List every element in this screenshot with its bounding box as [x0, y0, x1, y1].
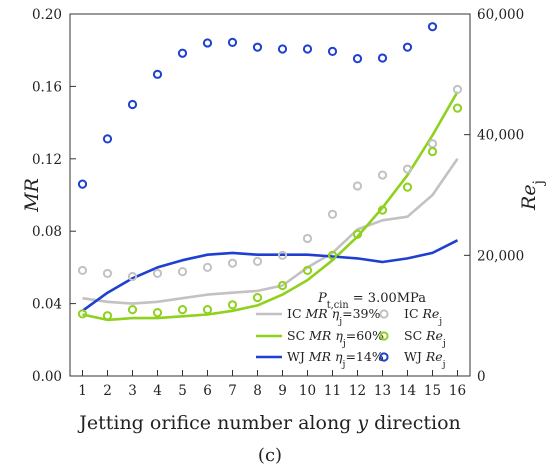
y-axis-right-title: Rej [518, 180, 547, 211]
data-point-ic-re [102, 268, 113, 279]
data-point-sc-re [402, 182, 413, 192]
data-point-sc-re [102, 311, 113, 321]
y-axis-left-title: MR [21, 178, 43, 213]
data-point-ic-re [127, 271, 138, 282]
data-point-wj-re [302, 44, 313, 54]
data-point-ic-re [152, 268, 163, 279]
data-point-wj-re [202, 38, 213, 48]
x-tick-label: 1 [78, 383, 87, 399]
x-tick-label: 13 [374, 383, 391, 399]
data-point-ic-re [227, 258, 238, 268]
plot-area [69, 13, 471, 377]
data-point-wj-re [177, 48, 188, 58]
x-tick-label: 11 [324, 383, 341, 399]
data-point-sc-re [252, 292, 263, 303]
panel-label: (c) [258, 445, 282, 466]
legend-label: SC Rej [404, 328, 446, 349]
data-point-ic-re [352, 181, 363, 191]
x-tick-label: 14 [399, 383, 416, 399]
data-point-ic-re [202, 262, 213, 272]
data-point-sc-re [77, 309, 88, 319]
data-point-sc-re [152, 308, 163, 318]
legend-marker-swatch [379, 309, 389, 319]
legend-label: WJ MR ηj=14% [287, 349, 384, 370]
data-point-wj-re [77, 179, 88, 189]
data-point-sc-re [377, 205, 388, 215]
y-left-tick-label: 0.04 [32, 297, 62, 313]
legend-marker-swatch [379, 331, 389, 341]
x-tick-label: 6 [203, 383, 212, 399]
x-tick-label: 4 [153, 383, 162, 399]
data-point-wj-re [352, 54, 363, 64]
y-left-tick-label: 0.12 [32, 152, 62, 168]
data-point-ic-re [377, 170, 388, 180]
x-tick-label: 8 [253, 383, 262, 399]
legend-marker-swatch [379, 352, 389, 362]
legend-label: WJ Rej [404, 349, 446, 370]
data-point-ic-re [252, 256, 263, 266]
x-tick-label: 7 [228, 383, 237, 399]
data-point-wj-re [152, 69, 163, 79]
series-line-ic-mr [82, 158, 459, 305]
data-point-ic-re [177, 267, 188, 277]
x-tick-label: 12 [349, 383, 366, 399]
series-line-sc-mr [82, 91, 459, 322]
data-point-wj-re [252, 42, 263, 52]
data-point-ic-re [402, 164, 413, 174]
data-point-ic-re [302, 233, 313, 244]
data-point-sc-re [452, 103, 463, 113]
data-point-sc-re [227, 300, 238, 310]
data-point-wj-re [102, 134, 113, 144]
y-left-tick-label: 0.00 [32, 369, 62, 385]
data-point-sc-re [127, 305, 138, 315]
data-point-wj-re [427, 22, 438, 32]
data-point-sc-re [277, 280, 288, 291]
data-point-wj-re [402, 42, 413, 52]
y-right-tick-label: 0 [477, 369, 486, 385]
series-line-wj-mr [81, 239, 459, 312]
legend-label: SC MR ηj=60% [287, 328, 384, 349]
x-tick-label: 16 [449, 383, 466, 399]
data-point-sc-re [202, 305, 213, 315]
data-point-wj-re [277, 44, 288, 54]
y-right-tick-label: 20,000 [477, 248, 524, 264]
data-point-wj-re [227, 37, 238, 47]
x-tick-label: 15 [424, 383, 441, 399]
data-point-sc-re [427, 146, 438, 157]
legend-label: IC Rej [404, 306, 442, 327]
y-left-tick-label: 0.08 [32, 224, 62, 240]
data-point-ic-re [452, 84, 463, 95]
y-left-tick-label: 0.16 [32, 79, 62, 95]
y-right-tick-label: 40,000 [477, 128, 524, 144]
data-point-sc-re [302, 265, 313, 276]
data-point-sc-re [352, 229, 363, 239]
data-point-wj-re [127, 99, 138, 110]
x-tick-label: 3 [128, 383, 137, 399]
data-point-ic-re [327, 209, 338, 219]
data-point-ic-re [277, 250, 288, 260]
y-left-tick-label: 0.20 [32, 7, 62, 23]
x-axis-title: Jetting orifice number along y direction [77, 412, 461, 434]
legend-label: IC MR ηj=39% [287, 306, 380, 327]
x-tick-label: 9 [278, 383, 287, 399]
data-point-sc-re [177, 305, 188, 315]
data-point-wj-re [377, 53, 388, 63]
data-point-wj-re [327, 46, 338, 57]
x-tick-label: 5 [178, 383, 187, 399]
data-point-ic-re [77, 265, 88, 276]
x-tick-label: 2 [103, 383, 112, 399]
data-point-sc-re [327, 250, 338, 260]
y-right-tick-label: 60,000 [477, 7, 524, 23]
condition-label: Pt,cin = 3.00MPa [317, 291, 426, 311]
x-tick-label: 10 [299, 383, 316, 399]
